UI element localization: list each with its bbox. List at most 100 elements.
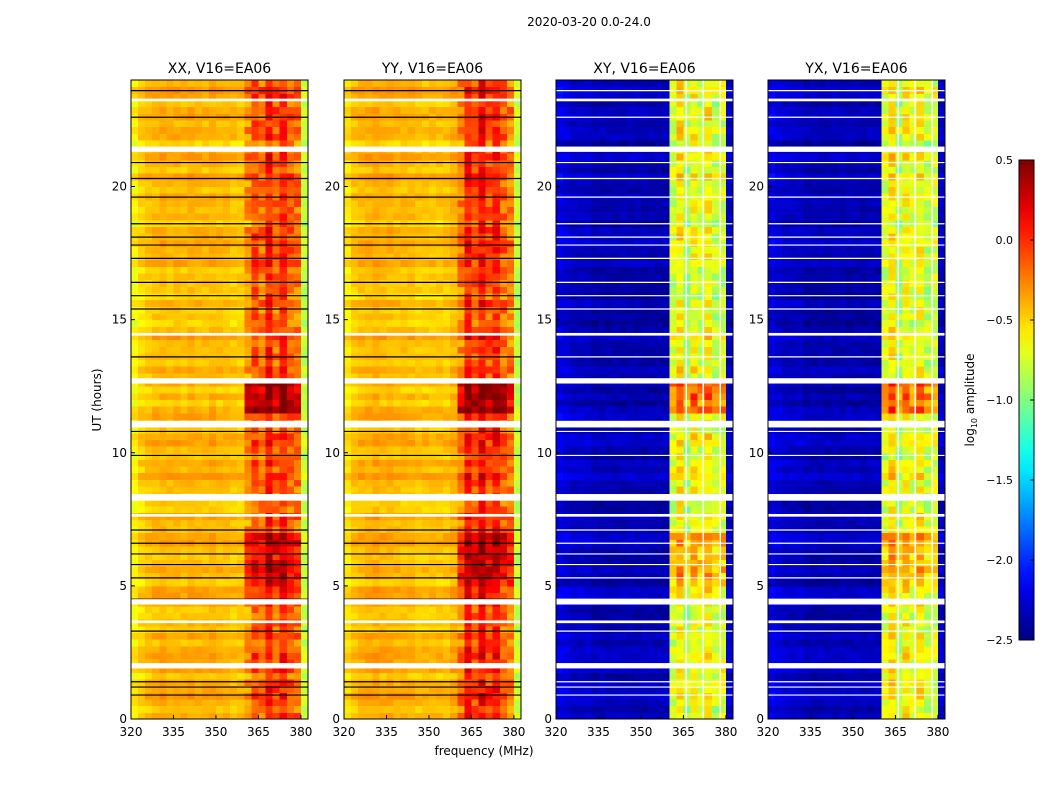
heatmap-cell <box>372 386 380 394</box>
heatmap-cell <box>180 226 189 234</box>
heatmap-cell <box>223 585 231 594</box>
heatmap-cell <box>272 392 281 400</box>
heatmap-cell <box>513 499 522 507</box>
heatmap-cell <box>450 293 458 301</box>
heatmap-cell <box>400 372 409 381</box>
heatmap-cell <box>393 173 402 181</box>
heatmap-cell <box>485 372 494 381</box>
heatmap-cell <box>400 93 409 101</box>
heatmap-cell <box>407 126 416 134</box>
heatmap-cell <box>279 246 288 254</box>
heatmap-cell <box>471 126 480 134</box>
heatmap-cell <box>173 246 182 254</box>
heatmap-cell <box>223 319 231 327</box>
heatmap-cell <box>187 359 196 367</box>
heatmap-cell <box>499 466 508 474</box>
heatmap-cell <box>201 179 210 187</box>
heatmap-cell <box>286 592 295 600</box>
heatmap-cell <box>414 226 423 234</box>
heatmap-cell <box>414 273 423 281</box>
heatmap-cell <box>400 253 409 261</box>
heatmap-cell <box>450 186 458 194</box>
heatmap-cell <box>379 699 387 707</box>
heatmap-cell <box>393 559 402 567</box>
heatmap-cell <box>492 479 501 487</box>
heatmap-cell <box>166 392 174 400</box>
heatmap-cell <box>131 299 139 307</box>
heatmap-cell <box>215 119 224 128</box>
heatmap-cell <box>131 472 139 480</box>
heatmap-cell <box>443 186 451 194</box>
heatmap-cell <box>230 399 238 407</box>
heatmap-cell <box>443 406 451 414</box>
heatmap-cell <box>152 572 160 580</box>
heatmap-cell <box>485 532 494 540</box>
heatmap-cell <box>372 559 380 567</box>
heatmap-cell <box>443 273 451 281</box>
heatmap-cell <box>194 632 203 640</box>
heatmap-cell <box>344 652 352 660</box>
heatmap-cell <box>279 679 288 687</box>
heatmap-cell <box>223 259 231 267</box>
heatmap-cell <box>421 672 430 680</box>
heatmap-cell <box>286 179 295 187</box>
heatmap-cell <box>414 679 423 687</box>
heatmap-cell <box>251 625 259 633</box>
heatmap-cell <box>358 406 366 414</box>
heatmap-cell <box>159 645 167 653</box>
heatmap-cell <box>344 199 352 207</box>
heatmap-cell <box>464 286 472 294</box>
heatmap-cell <box>244 406 252 414</box>
heatmap-cell <box>145 339 153 347</box>
heatmap-cell <box>286 186 295 194</box>
heatmap-cell <box>619 712 628 720</box>
heatmap-cell <box>485 173 494 181</box>
heatmap-cell <box>379 159 387 168</box>
heatmap-cell <box>393 99 402 108</box>
heatmap-cell <box>145 632 153 640</box>
heatmap-cell <box>457 299 465 307</box>
heatmap-cell <box>478 459 487 467</box>
heatmap-cell <box>485 545 494 554</box>
heatmap-cell <box>194 266 203 274</box>
flagged-band <box>344 494 521 501</box>
heatmap-cell <box>513 519 522 527</box>
heatmap-cell <box>358 326 366 334</box>
heatmap-cell <box>258 486 267 494</box>
heatmap-cell <box>258 392 267 400</box>
heatmap-cell <box>131 705 139 713</box>
heatmap-cell <box>293 279 302 287</box>
heatmap-cell <box>279 479 288 487</box>
heatmap-cell <box>428 565 437 574</box>
heatmap-cell <box>344 133 352 141</box>
heatmap-cell <box>379 306 387 314</box>
heatmap-cell <box>208 565 217 574</box>
heatmap-cell <box>230 179 238 187</box>
heatmap-cell <box>386 506 395 514</box>
heatmap-cell <box>152 705 160 713</box>
heatmap-cell <box>344 432 352 440</box>
heatmap-cell <box>379 293 387 301</box>
heatmap-cell <box>286 266 295 274</box>
heatmap-cell <box>478 412 487 420</box>
heatmap-cell <box>265 459 274 467</box>
heatmap-cell <box>166 179 174 187</box>
heatmap-cell <box>237 399 245 407</box>
heatmap-cell <box>711 699 720 707</box>
heatmap-cell <box>506 346 515 354</box>
heatmap-cell <box>166 486 174 494</box>
heatmap-cell <box>152 326 160 334</box>
heatmap-cell <box>485 479 494 487</box>
heatmap-cell <box>506 133 515 141</box>
heatmap-cell <box>187 439 196 447</box>
heatmap-cell <box>407 545 416 554</box>
heatmap-cell <box>258 139 267 148</box>
heatmap-cell <box>711 705 720 713</box>
heatmap-cell <box>457 399 465 407</box>
heatmap-cell <box>293 585 302 594</box>
heatmap-cell <box>478 179 487 187</box>
heatmap-cell <box>358 80 366 88</box>
heatmap-cell <box>152 366 160 374</box>
heatmap-cell <box>293 80 302 88</box>
heatmap-cell <box>421 99 430 108</box>
